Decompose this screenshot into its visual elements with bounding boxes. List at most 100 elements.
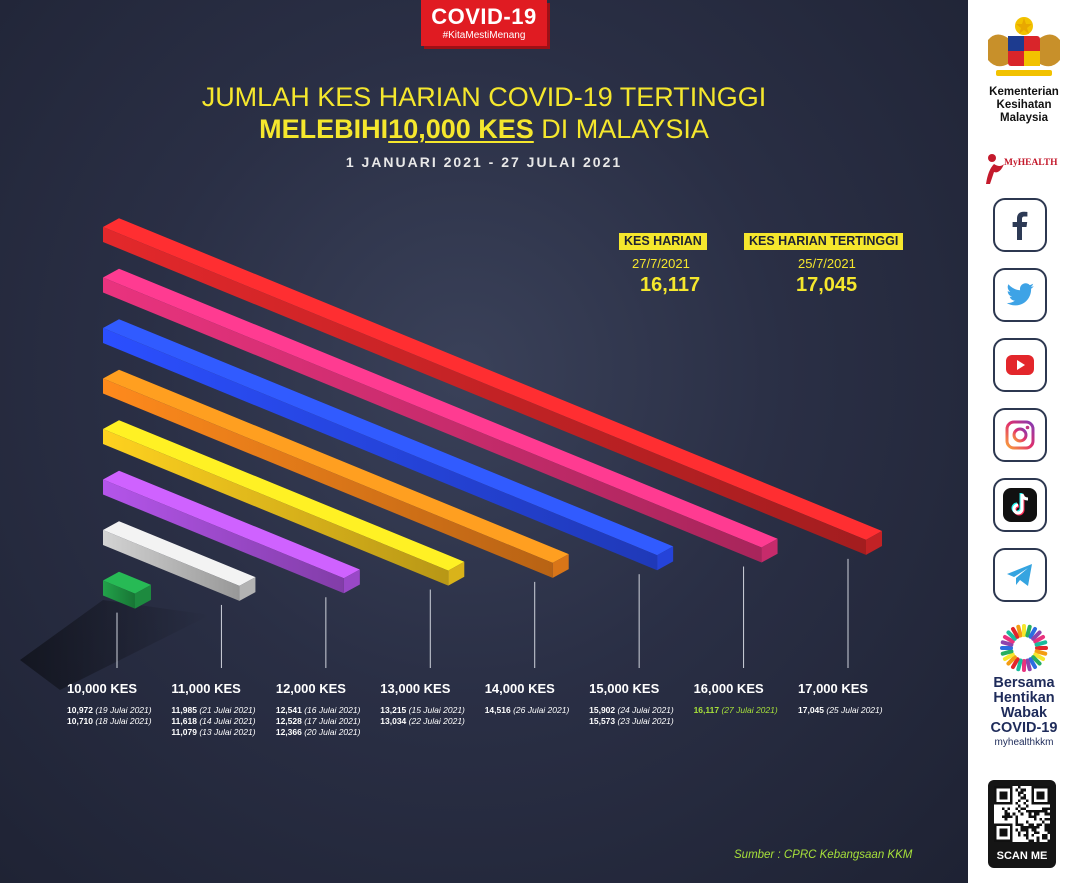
threshold-label: 14,000 KES — [484, 681, 555, 696]
myhealth-text: MyHEALTH — [1004, 158, 1058, 168]
qr-module — [1018, 786, 1021, 789]
campaign-line-1: Bersama — [993, 675, 1055, 691]
highest-cases-label: KES HARIAN TERTINGGI — [744, 233, 904, 250]
highest-cases-value: 17,045 — [796, 274, 858, 296]
qr-module — [1031, 823, 1034, 826]
record-entry: 11,079 (13 Julai 2021) — [171, 727, 255, 738]
qr-module — [1026, 810, 1029, 813]
bar-top — [103, 319, 674, 556]
qr-module — [1023, 828, 1026, 832]
qr-module — [1036, 810, 1040, 813]
bar-front — [103, 530, 240, 601]
record-value: 10,972 — [67, 705, 93, 715]
record-date: (14 Julai 2021) — [196, 716, 256, 726]
bar-chart — [20, 218, 882, 690]
ministry-line-3: Malaysia — [1000, 112, 1048, 124]
qr-module — [1042, 810, 1045, 813]
daily-cases-date: 27/7/2021 — [632, 256, 690, 271]
threshold-label: 10,000 KES — [67, 681, 138, 696]
burst-ray — [1034, 640, 1048, 647]
burst-ray — [1022, 624, 1026, 637]
qr-module — [1015, 828, 1018, 832]
qr-module — [1020, 807, 1024, 810]
threshold-label: 16,000 KES — [693, 681, 764, 696]
record-date: (27 Julai 2021) — [719, 705, 778, 715]
subtitle-underlined: 10,000 KES — [388, 114, 534, 144]
record-value: 13,215 — [380, 705, 407, 715]
record-date: (17 Julai 2021) — [301, 716, 361, 726]
record-date: (15 Julai 2021) — [406, 705, 465, 715]
record-entry: 16,117 (27 Julai 2021) — [694, 705, 778, 716]
qr-module — [1031, 815, 1034, 818]
qr-module — [1047, 807, 1050, 810]
threshold-label: 15,000 KES — [589, 681, 660, 696]
instagram-link[interactable] — [993, 408, 1047, 462]
campaign-text: Bersama Hentikan Wabak COVID-19 — [968, 676, 1080, 736]
record-value: 15,902 — [589, 705, 616, 715]
qr-module — [1044, 828, 1048, 832]
qr-code-block[interactable]: SCAN ME — [988, 780, 1056, 868]
sidebar: Kementerian Kesihatan Malaysia MyHEALTH — [968, 0, 1080, 883]
record-entry: 15,902 (24 Julai 2021) — [589, 705, 674, 716]
telegram-link[interactable] — [993, 548, 1047, 602]
qr-module — [1026, 804, 1029, 808]
qr-module — [1034, 831, 1037, 834]
covid19-badge: COVID-19 #KitaMestiMenang — [421, 0, 547, 46]
qr-module — [1015, 820, 1018, 824]
qr-module — [1023, 807, 1026, 810]
qr-module — [1039, 810, 1042, 813]
qr-module — [1020, 823, 1024, 826]
subtitle-rest: DI MALAYSIA — [533, 114, 709, 144]
bar-top — [103, 521, 256, 586]
qr-module — [1026, 836, 1029, 840]
bar-2 — [103, 470, 360, 594]
qr-module — [1047, 818, 1050, 821]
bar-end — [239, 577, 256, 601]
qr-module — [1020, 812, 1024, 816]
qr-module — [1018, 799, 1021, 802]
qr-module — [1018, 831, 1021, 834]
qr-module — [1034, 818, 1037, 821]
qr-module — [1018, 823, 1021, 826]
bar-6 — [103, 268, 778, 563]
source-note: Sumber : CPRC Kebangsaan KKM — [734, 849, 913, 861]
qr-module — [1036, 831, 1040, 834]
qr-module — [1015, 807, 1018, 810]
qr-module — [1015, 815, 1018, 818]
record-value: 11,985 — [171, 705, 197, 715]
qr-module — [1047, 823, 1050, 826]
qr-module — [1004, 818, 1008, 821]
twitter-link[interactable] — [993, 268, 1047, 322]
malaysia-crest-icon — [988, 17, 1060, 76]
qr-module — [1036, 823, 1040, 826]
record-entry: 12,528 (17 Julai 2021) — [276, 716, 361, 727]
tiktok-link[interactable] — [993, 478, 1047, 532]
facebook-link[interactable] — [993, 198, 1047, 252]
qr-module — [1026, 828, 1029, 832]
record-value: 12,528 — [275, 716, 302, 726]
bar-end — [657, 546, 674, 571]
campaign-line-2: Hentikan — [993, 690, 1055, 706]
bar-end — [761, 538, 778, 563]
burst-ray — [1025, 624, 1032, 638]
youtube-link[interactable] — [993, 338, 1047, 392]
record-value: 12,541 — [275, 705, 302, 715]
infographic: COVID-19 #KitaMestiMenang JUMLAH KES HAR… — [0, 0, 968, 883]
qr-module — [1012, 812, 1016, 816]
burst-ray — [1011, 657, 1020, 670]
record-date: (20 Julai 2021) — [301, 727, 361, 737]
qr-module — [1042, 836, 1045, 840]
telegram-icon — [1007, 564, 1032, 586]
qr-module — [1042, 807, 1045, 810]
threshold-label: 11,000 KES — [171, 681, 241, 696]
record-entry: 10,710 (18 Julai 2021) — [67, 716, 152, 727]
date-range: 1 JANUARI 2021 - 27 JULAI 2021 — [345, 154, 623, 170]
qr-module — [1044, 836, 1048, 840]
bar-top — [103, 571, 151, 594]
qr-module — [1018, 791, 1021, 794]
qr-module — [1018, 794, 1021, 797]
bar-front — [103, 328, 658, 571]
bar-5 — [103, 319, 674, 571]
qr-module — [1023, 826, 1026, 829]
record-value: 16,117 — [693, 705, 720, 715]
